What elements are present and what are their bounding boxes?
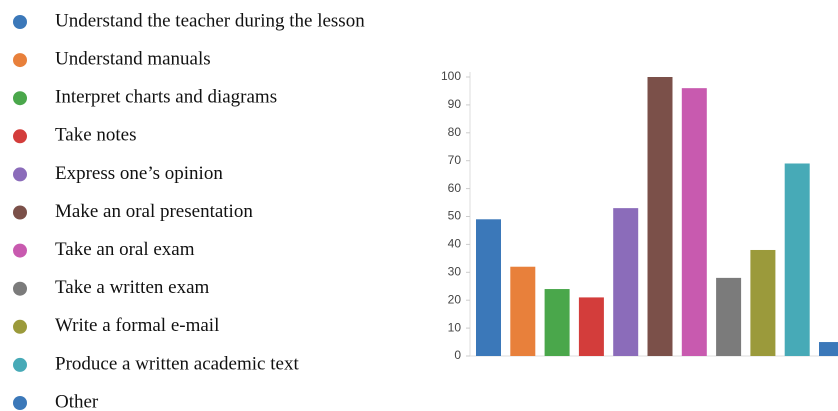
legend-label: Understand manuals: [55, 48, 211, 69]
y-tick-label: 100: [441, 69, 461, 83]
legend-label: Make an oral presentation: [55, 201, 253, 222]
legend-swatch: [13, 129, 27, 144]
legend-swatch: [13, 319, 27, 334]
bar: [750, 249, 776, 356]
legend-label: Express one’s opinion: [55, 163, 223, 184]
legend-label: Take notes: [55, 125, 137, 146]
bar: [613, 208, 639, 356]
legend-swatch: [13, 53, 27, 68]
y-tick-label: 30: [448, 264, 462, 278]
bar: [681, 88, 707, 356]
y-tick-label: 10: [448, 320, 462, 334]
legend-swatch: [13, 15, 27, 29]
legend-label: Other: [55, 391, 99, 411]
bar: [510, 266, 536, 356]
legend-swatch: [13, 396, 27, 410]
bar: [647, 77, 673, 356]
legend-label: Produce a written academic text: [55, 353, 299, 374]
y-tick-label: 70: [448, 153, 462, 167]
legend-label: Write a formal e-mail: [55, 315, 219, 336]
legend-label: Take an oral exam: [55, 239, 195, 260]
bar: [578, 297, 604, 356]
legend-swatch: [13, 281, 27, 296]
legend-swatch: [13, 167, 27, 182]
legend-swatch: [13, 243, 27, 258]
y-tick-label: 20: [448, 292, 462, 306]
bar: [544, 289, 570, 356]
y-tick-label: 80: [448, 125, 462, 139]
legend-label: Understand the teacher during the lesson: [55, 10, 365, 31]
bar: [784, 163, 810, 356]
legend-swatch: [13, 357, 27, 372]
y-tick-label: 0: [454, 348, 461, 362]
y-tick-label: 40: [448, 237, 462, 251]
legend-swatch: [13, 91, 27, 106]
legend-label: Take a written exam: [55, 277, 210, 298]
y-tick-label: 60: [448, 181, 462, 195]
y-tick-label: 90: [448, 97, 462, 111]
legend-label: Interpret charts and diagrams: [55, 87, 277, 108]
bar: [716, 277, 742, 356]
legend-swatch: [13, 205, 27, 220]
bar: [476, 219, 501, 356]
y-tick-label: 50: [448, 209, 462, 223]
bar: [819, 342, 838, 356]
